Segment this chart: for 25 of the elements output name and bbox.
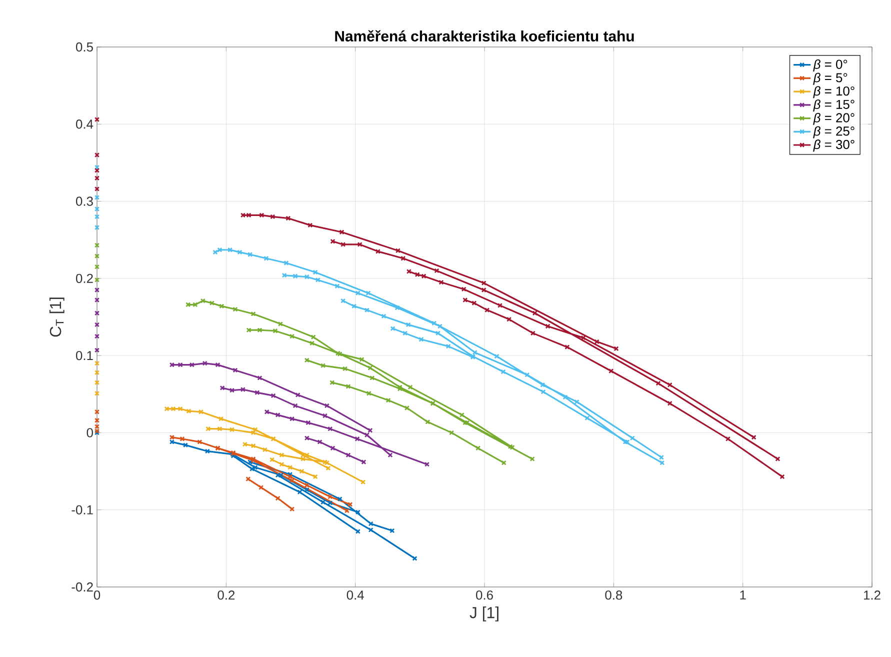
legend-label: β = 10°	[813, 86, 854, 98]
y-tick-label: 0.5	[76, 42, 93, 52]
x-tick-label: 0.2	[218, 590, 235, 600]
x-tick-label: 1.2	[864, 590, 880, 600]
x-tick-label: 1	[740, 590, 746, 600]
legend-label: β = 15°	[813, 99, 854, 112]
chart-title: Naměřená charakteristika koeficientu tahu	[335, 30, 634, 42]
y-axis-title: C$_{T}$ [1]	[49, 298, 64, 337]
legend-label: β = 20°	[813, 112, 854, 125]
y-tick-label: -0.1	[72, 505, 93, 514]
x-tick-label: 0.8	[605, 590, 622, 600]
y-tick-label: 0.3	[76, 196, 93, 206]
legend-label: β = 5°	[813, 72, 848, 85]
x-tick-label: 0.6	[476, 590, 493, 600]
y-tick-label: 0	[86, 428, 93, 438]
x-tick-label: 0	[94, 590, 100, 600]
legend-label: β = 25°	[813, 126, 854, 138]
legend-label: β = 0°	[813, 59, 848, 72]
x-axis-title: J [1]	[470, 606, 498, 622]
legend-label: β = 30°	[813, 140, 854, 152]
y-tick-label: 0.1	[76, 350, 93, 360]
y-tick-label: 0.4	[76, 120, 94, 129]
y-tick-label: -0.2	[72, 582, 93, 592]
x-tick-label: 0.4	[346, 590, 364, 600]
y-tick-label: 0.2	[76, 274, 93, 283]
